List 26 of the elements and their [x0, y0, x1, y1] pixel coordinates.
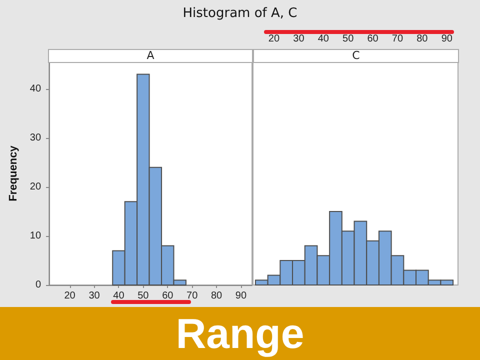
- chart-subtitle: A: [48, 49, 253, 63]
- x-tick-label: 40: [113, 290, 125, 302]
- x-tick-label: 50: [138, 290, 150, 302]
- x-tick-label: 60: [367, 34, 379, 44]
- x-tick-label: 60: [162, 290, 174, 302]
- text: Range: [0, 307, 480, 360]
- x-tick-label: 80: [210, 290, 223, 302]
- x-tick-label: 20: [64, 290, 76, 302]
- y-tick-label: 10: [30, 230, 42, 242]
- x-tick-label: 90: [235, 290, 247, 302]
- chart-title: Histogram of A, C: [182, 6, 298, 21]
- x-tick-label: 90: [441, 34, 453, 44]
- y-tick-label: 30: [30, 132, 42, 144]
- x-tick-label: 70: [392, 34, 404, 44]
- x-tick-label: 70: [186, 290, 198, 302]
- x-tick-label: 30: [88, 290, 100, 302]
- y-tick-label: 20: [30, 181, 42, 192]
- y-axis-title: Frequency: [8, 144, 20, 202]
- y-tick-label: 0: [35, 280, 42, 290]
- x-tick-label: 50: [342, 34, 354, 44]
- y-tick-label: 40: [30, 83, 42, 94]
- x-tick-label: 20: [268, 34, 280, 44]
- x-tick-label: 40: [318, 34, 330, 44]
- x-tick-label: 80: [416, 34, 428, 44]
- chart-subtitle: C: [253, 49, 459, 63]
- x-tick-label: 30: [293, 34, 305, 44]
